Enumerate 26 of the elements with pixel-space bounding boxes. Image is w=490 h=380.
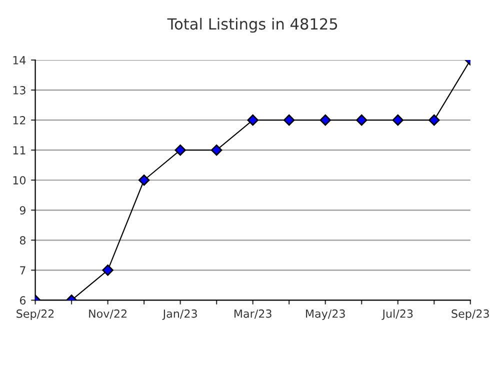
x-tick-label: May/23 (306, 309, 345, 320)
x-tick-label: Sep/23 (452, 309, 489, 320)
y-tick-label: 14 (13, 56, 26, 64)
point (247, 114, 258, 126)
point (174, 144, 186, 156)
y-tick-label: 6 (20, 296, 26, 305)
point (356, 114, 368, 126)
point (138, 174, 150, 186)
point (210, 144, 222, 156)
y-tick-label: 10 (13, 176, 26, 184)
chart-title: Total Listings in 48125 (167, 18, 338, 33)
y-tick-label: 13 (13, 86, 26, 94)
x-tick-label: Jul/23 (382, 309, 413, 320)
x-tick-label: Jan/23 (162, 309, 197, 320)
point (283, 114, 295, 126)
y-tick-label: 11 (13, 146, 26, 154)
x-tick-label: Mar/23 (234, 309, 272, 319)
y-tick-label: 8 (20, 236, 26, 245)
point (320, 114, 331, 126)
point (428, 114, 440, 126)
y-tick-label: 12 (13, 116, 26, 124)
x-tick-label: Nov/22 (89, 309, 126, 319)
y-tick-label: 9 (20, 206, 26, 215)
x-tick-label: Sep/22 (16, 309, 54, 320)
point (392, 114, 404, 126)
y-tick-label: 7 (20, 266, 26, 274)
